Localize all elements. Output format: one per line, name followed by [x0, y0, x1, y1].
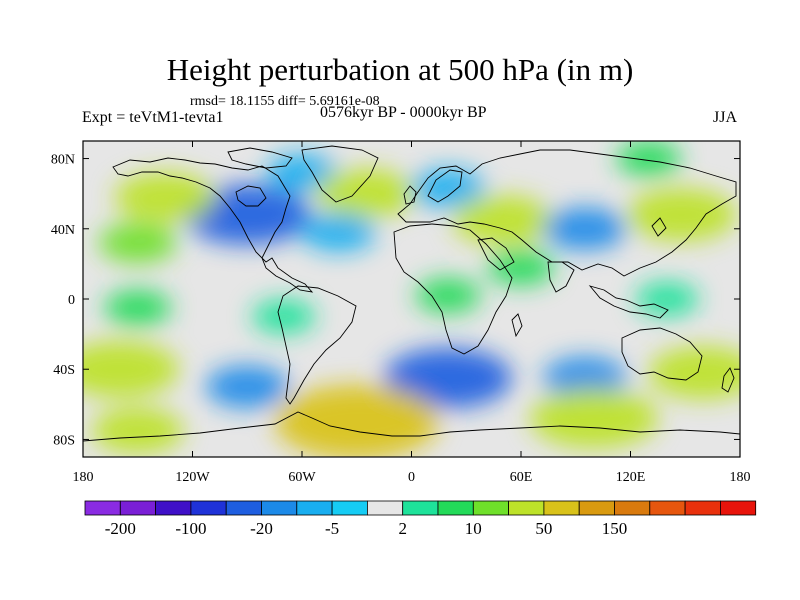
anomaly-cell [315, 168, 417, 219]
x-tick-label: 60E [510, 470, 533, 485]
labelbar-box [543, 500, 580, 516]
north-america-coast [112, 157, 314, 293]
y-tick-label: 40N [51, 223, 75, 238]
australia-coast [621, 327, 703, 381]
maritime-continent-coast [588, 285, 669, 319]
x-tick-label: 120E [616, 470, 646, 485]
anomaly-cell [626, 188, 737, 242]
anomaly-cell [543, 356, 627, 400]
labelbar-box [508, 500, 545, 516]
y-tick-label: 40S [53, 363, 75, 378]
british-isles-coast [403, 185, 417, 205]
anomaly-cell [415, 277, 481, 314]
labelbar-label: -5 [325, 519, 339, 538]
anomaly-cell [616, 141, 682, 177]
japan-coast [651, 217, 667, 237]
anomaly-cell [635, 281, 699, 317]
anomaly-cell [274, 384, 439, 457]
period-label: 0576kyr BP - 0000kyr BP [320, 104, 487, 121]
anomaly-cell [301, 212, 376, 252]
x-tick-label: 180 [730, 470, 751, 485]
x-tick-label: 120W [175, 470, 210, 485]
labelbar-label: 10 [465, 519, 482, 538]
y-tick-label: 80S [53, 433, 75, 448]
labelbar-label: -20 [250, 519, 273, 538]
labelbar-box [331, 500, 368, 516]
y-tick-labels: 80N 40N 0 40S 80S [51, 153, 75, 449]
labelbar-box [437, 500, 474, 516]
india-coast [547, 261, 575, 293]
madagascar-coast [511, 313, 523, 338]
anomaly-cell [104, 289, 172, 326]
x-tick-label: 60W [288, 470, 316, 485]
anomaly-cell [384, 348, 512, 408]
scandinavia-coast [427, 169, 463, 203]
labelbar-label: 2 [398, 519, 407, 538]
hudson-bay-coast [235, 185, 267, 207]
labelbar-box [225, 500, 262, 516]
labelbar-box [684, 500, 721, 516]
anomaly-cell [83, 340, 179, 398]
season-label: JJA [713, 109, 738, 126]
x-tick-labels: 180 120W 60W 0 60E 120E 180 [73, 470, 751, 485]
labelbar-label: 50 [535, 519, 552, 538]
labelbar-box [296, 500, 333, 516]
labelbar-box [84, 500, 121, 516]
labelbar-box [155, 500, 192, 516]
anomaly-cell [487, 249, 555, 286]
anomaly-cell [205, 365, 289, 409]
anomaly-cell [98, 222, 177, 264]
labelbar-box [402, 500, 439, 516]
labelbar-label: 150 [602, 519, 628, 538]
labelbar-box [649, 500, 686, 516]
anomaly-cell [114, 172, 216, 222]
coastlines [83, 145, 740, 442]
anomaly-cell [252, 299, 316, 334]
south-america-coast [277, 285, 357, 405]
labelbar-box [614, 500, 651, 516]
experiment-label: Expt = teVtM1-tevta1 [82, 109, 224, 126]
labelbar-label: -100 [175, 519, 206, 538]
y-tick-label: 0 [68, 293, 75, 308]
anomaly-cell [266, 153, 338, 192]
labelbar-box [261, 500, 298, 516]
labelbar-box [119, 500, 157, 516]
labelbar-box [720, 500, 757, 516]
antarctica-coast [83, 411, 740, 442]
africa-coast [393, 223, 513, 355]
greenland-coast [301, 145, 379, 203]
anomaly-cell [648, 346, 740, 400]
x-tick-label: 0 [408, 470, 415, 485]
labelbar-box [578, 500, 615, 516]
anomaly-cell [91, 407, 184, 454]
stats-line: rmsd= 18.1155 diff= 5.69161e-08 [190, 94, 380, 109]
map-ticks [82, 141, 741, 457]
figure-title: Height perturbation at 500 hPa (in m) [166, 52, 634, 87]
labelbar-box [190, 500, 227, 516]
anomaly-cell [530, 388, 658, 449]
new-zealand-coast [721, 367, 735, 393]
arctic-islands-coast [227, 147, 293, 169]
anomaly-cell [452, 195, 554, 245]
labelbar-box [366, 500, 404, 516]
x-tick-label: 180 [73, 470, 94, 485]
anomaly-cell [411, 168, 485, 208]
labelbar-label: -200 [105, 519, 136, 538]
arabia-coast [477, 237, 515, 271]
anomaly-cell [543, 207, 627, 251]
height-anomaly-field [83, 141, 740, 457]
eurasia-coast [397, 149, 737, 277]
y-tick-label: 80N [51, 153, 75, 168]
color-labelbar: -200 -100 -20 -5 2 10 50 150 [84, 500, 757, 538]
labelbar-box [472, 500, 509, 516]
